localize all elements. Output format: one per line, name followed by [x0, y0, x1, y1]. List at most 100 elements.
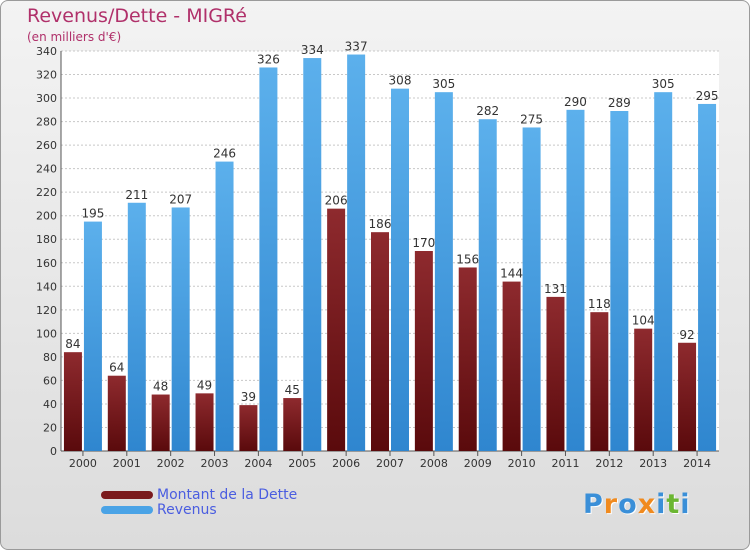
data-label-revenue: 305: [652, 77, 675, 91]
y-tick-label: 280: [36, 116, 57, 129]
bar-revenue: [434, 92, 453, 452]
data-label-debt: 170: [412, 236, 435, 250]
bar-debt: [371, 232, 389, 451]
data-label-debt: 45: [285, 383, 300, 397]
logo-letter: x: [637, 489, 657, 520]
data-label-debt: 131: [544, 282, 567, 296]
plot-area: [61, 51, 719, 451]
data-label-revenue: 282: [476, 104, 499, 118]
data-label-revenue: 326: [257, 52, 280, 66]
chart-subtitle: (en milliers d'€): [27, 30, 122, 44]
data-label-revenue: 290: [564, 95, 587, 109]
y-tick-label: 160: [36, 257, 57, 270]
x-tick-label: 2011: [551, 457, 579, 470]
bar-revenue: [522, 127, 541, 452]
data-label-revenue: 308: [389, 74, 412, 88]
logo-letter: o: [618, 489, 638, 520]
bar-revenue: [391, 88, 409, 451]
y-tick-label: 60: [43, 374, 57, 387]
x-tick-label: 2004: [244, 457, 272, 470]
data-label-debt: 104: [632, 314, 655, 328]
x-tick-label: 2010: [508, 457, 536, 470]
data-label-revenue: 211: [125, 188, 148, 202]
bar-revenue: [654, 92, 673, 452]
data-label-revenue: 275: [520, 112, 543, 126]
y-tick-label: 320: [36, 69, 57, 82]
y-tick-label: 80: [43, 351, 57, 364]
bar-revenue: [83, 221, 102, 451]
x-tick-label: 2005: [288, 457, 316, 470]
legend-swatch-revenue: [101, 505, 153, 514]
bar-revenue: [303, 58, 322, 451]
x-tick-label: 2000: [69, 457, 97, 470]
data-label-debt: 39: [241, 390, 256, 404]
data-label-debt: 49: [197, 378, 212, 392]
bar-debt: [590, 312, 609, 451]
y-tick-label: 220: [36, 186, 57, 199]
bar-revenue: [171, 207, 190, 451]
bar-revenue: [698, 103, 717, 452]
data-label-revenue: 334: [301, 43, 324, 57]
data-label-revenue: 289: [608, 96, 631, 110]
bar-debt: [151, 394, 170, 451]
y-tick-label: 120: [36, 304, 57, 317]
data-label-revenue: 207: [169, 192, 192, 206]
x-tick-label: 2009: [464, 457, 492, 470]
y-tick-label: 20: [43, 421, 57, 434]
legend: Montant de la Dette Revenus: [101, 486, 298, 518]
data-label-revenue: 295: [696, 89, 719, 103]
bar-debt: [63, 352, 82, 451]
bar-revenue: [127, 202, 146, 451]
x-tick-label: 2007: [376, 457, 404, 470]
y-tick-label: 340: [36, 45, 57, 58]
y-tick-label: 140: [36, 280, 57, 293]
y-tick-label: 260: [36, 139, 57, 152]
data-label-revenue: 305: [432, 77, 455, 91]
logo-letter: P: [583, 489, 604, 520]
bar-revenue: [478, 119, 497, 451]
bar-revenue: [566, 109, 585, 451]
bar-debt: [458, 267, 477, 451]
proxiti-logo: Proxiti: [583, 489, 691, 520]
y-tick-label: 300: [36, 92, 57, 105]
logo-letter: i: [656, 489, 667, 520]
legend-label-debt: Montant de la Dette: [157, 486, 298, 503]
data-label-debt: 118: [588, 297, 611, 311]
data-label-debt: 48: [153, 380, 168, 394]
bar-revenue: [610, 111, 629, 451]
x-tick-label: 2006: [332, 457, 360, 470]
data-label-debt: 64: [109, 361, 124, 375]
logo-letter: r: [603, 489, 619, 520]
x-tick-label: 2003: [201, 457, 229, 470]
x-tick-label: 2002: [157, 457, 185, 470]
bar-debt: [678, 342, 697, 451]
data-label-debt: 84: [65, 337, 80, 351]
data-label-revenue: 246: [213, 147, 236, 161]
data-label-revenue: 195: [81, 207, 104, 221]
bar-revenue: [215, 161, 234, 451]
bar-debt: [546, 296, 565, 451]
bar-debt: [502, 281, 521, 451]
logo-letter: t: [666, 489, 681, 520]
logo-letter: i: [680, 489, 691, 520]
data-label-revenue: 337: [345, 40, 368, 54]
legend-label-revenue: Revenus: [157, 501, 217, 518]
chart-title: Revenus/Dette - MIGRé: [27, 5, 247, 27]
bar-revenue: [259, 67, 278, 452]
data-label-debt: 206: [325, 194, 348, 208]
legend-item-revenue: Revenus: [101, 501, 297, 518]
data-label-debt: 92: [679, 328, 694, 342]
y-tick-label: 180: [36, 233, 57, 246]
x-tick-label: 2012: [595, 457, 623, 470]
data-label-debt: 144: [500, 267, 523, 281]
legend-item-debt: Montant de la Dette: [101, 486, 298, 503]
y-tick-label: 200: [36, 210, 57, 223]
bar-debt: [327, 208, 346, 451]
bar-revenue: [347, 54, 366, 451]
bar-debt: [283, 398, 302, 451]
data-label-debt: 186: [369, 217, 392, 231]
data-label-debt: 156: [456, 252, 479, 266]
bar-debt: [239, 405, 258, 451]
